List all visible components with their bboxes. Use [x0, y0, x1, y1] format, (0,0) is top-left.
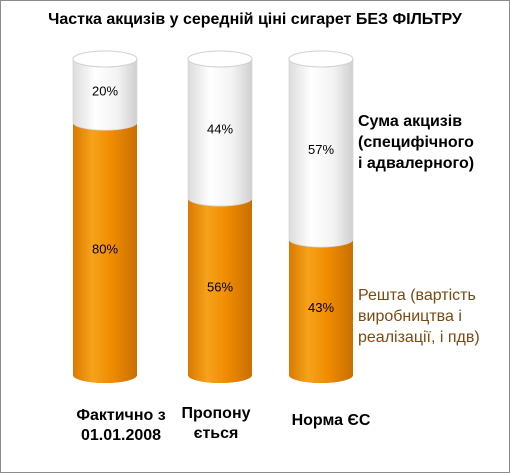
- category-label-proposed-line-2: ється: [193, 425, 239, 442]
- legend-excise-line-3: і адвалерного): [358, 155, 475, 172]
- category-label-actual-line-2: 01.01.2008: [80, 427, 162, 444]
- legend-remainder-line-1: Решта (вартість: [358, 287, 476, 304]
- bar-cap-excise-eu-norm: [288, 50, 354, 68]
- bar-cap-excise-actual: [72, 50, 138, 68]
- data-label-remainder-eu-norm: 43%: [308, 300, 334, 315]
- category-label-eu-norm: Норма ЄС: [271, 411, 391, 431]
- bar-segment-remainder-proposed: [188, 198, 252, 383]
- legend-remainder-line-2: виробництва і: [358, 308, 462, 325]
- bar-segment-excise-actual: [72, 58, 138, 131]
- bar-cap-excise-proposed: [187, 50, 253, 68]
- legend-excise-line-2: (специфічного: [358, 134, 474, 151]
- bar-segment-excise-proposed: [187, 58, 253, 207]
- category-label-proposed-line-1: Пропону: [181, 405, 251, 422]
- data-label-excise-actual: 20%: [92, 84, 118, 99]
- chart-title: Частка акцизів у середній ціні сигарет Б…: [48, 11, 462, 28]
- category-label-eu-norm-line-1: Норма ЄС: [291, 412, 371, 429]
- bar-segment-excise-eu-norm: [288, 58, 354, 248]
- category-label-proposed: Пропону ється: [161, 404, 271, 444]
- category-label-actual: Фактично з 01.01.2008: [61, 406, 181, 446]
- bars-layer: 80% 20% 56% 44% 43% 57%: [72, 50, 354, 383]
- legend-excise-line-1: Сума акцизів: [358, 113, 463, 130]
- bar-segment-remainder-actual: [73, 122, 137, 383]
- bar-segment-remainder-eu-norm: [289, 239, 353, 383]
- category-label-actual-line-1: Фактично з: [76, 407, 166, 424]
- legend-remainder: Решта (вартість виробництва і реалізації…: [358, 285, 480, 348]
- data-label-remainder-actual: 80%: [92, 242, 118, 257]
- legend-excise-sum: Сума акцизів (специфічного і адвалерного…: [358, 111, 474, 174]
- data-label-excise-eu-norm: 57%: [308, 142, 334, 157]
- legend-remainder-line-3: реалізації, і пдв): [358, 329, 480, 346]
- data-label-remainder-proposed: 56%: [207, 280, 233, 295]
- data-label-excise-proposed: 44%: [207, 122, 233, 137]
